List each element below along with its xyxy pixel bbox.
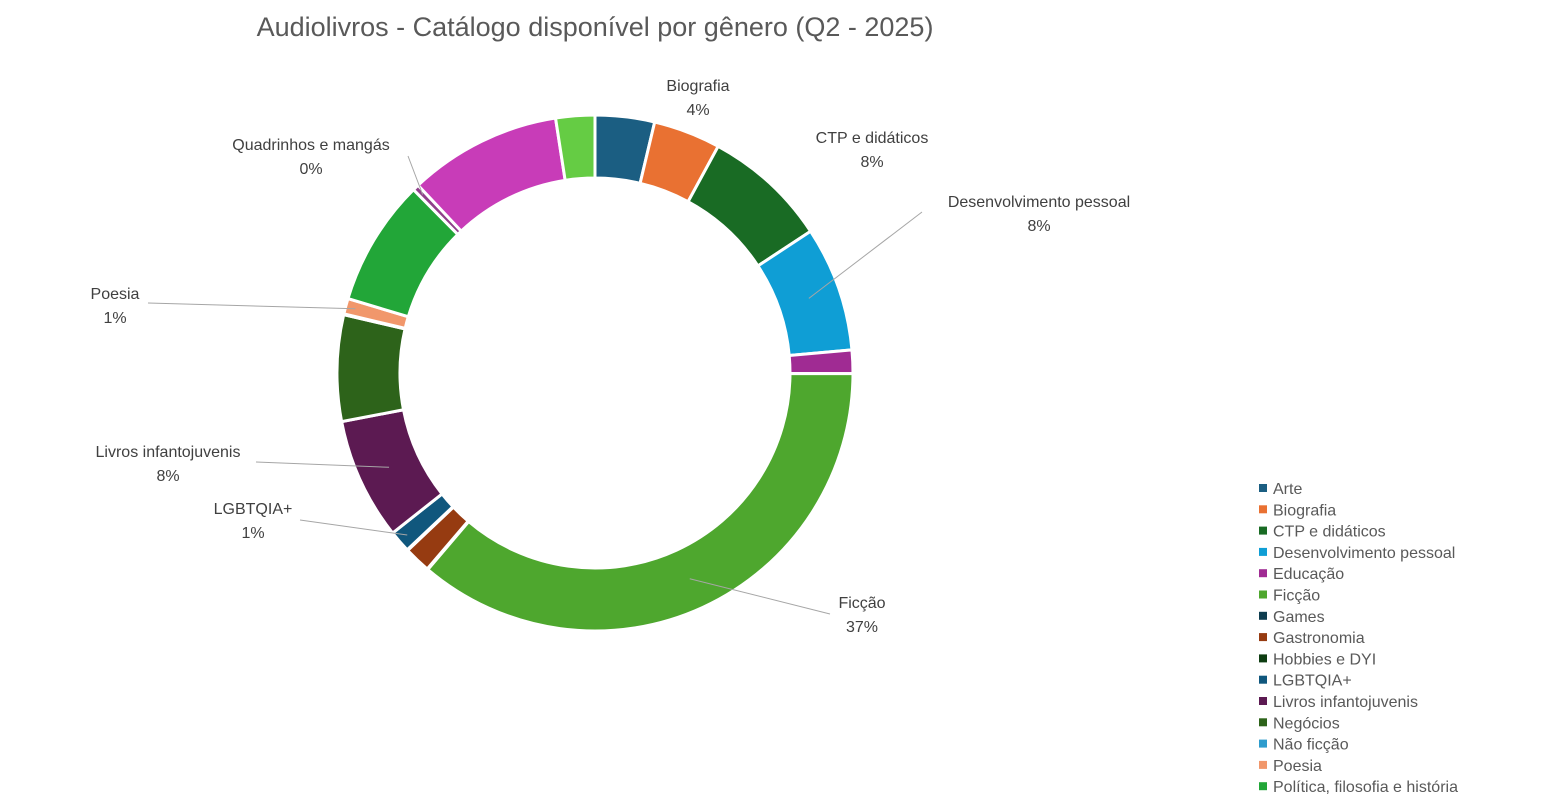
slice-ficcao (425, 371, 855, 633)
legend-label: Poesia (1273, 758, 1322, 775)
data-label-name-poesia: Poesia (91, 286, 140, 303)
legend-label: Desenvolvimento pessoal (1273, 545, 1455, 562)
legend-item-educacao: Educação (1259, 566, 1344, 583)
data-label-value-ctp-e-didaticos: 8% (860, 154, 883, 171)
legend-swatch (1259, 675, 1267, 684)
slice-educacao (787, 348, 855, 376)
legend-item-ctp-e-didaticos: CTP e didáticos (1259, 524, 1386, 541)
slice-tecnicos (553, 113, 597, 183)
leader-line-ficcao (689, 578, 831, 615)
legend-label: Games (1273, 609, 1325, 626)
legend-label: Política, filosofia e história (1273, 779, 1458, 796)
data-label-value-biografia: 4% (686, 102, 709, 119)
legend-label: Biografia (1273, 502, 1336, 519)
legend-swatch (1259, 739, 1267, 748)
legend-item-poesia: Poesia (1259, 758, 1322, 775)
data-label-name-desenvolvimento-pessoal: Desenvolvimento pessoal (948, 194, 1130, 211)
legend-label: Educação (1273, 566, 1344, 583)
legend-swatch (1259, 569, 1267, 578)
legend-label: Livros infantojuvenis (1273, 694, 1418, 711)
legend-label: Gastronomia (1273, 630, 1365, 647)
legend-item-desenvolvimento-pessoal: Desenvolvimento pessoal (1259, 545, 1455, 562)
legend-swatch (1259, 484, 1267, 492)
legend-swatch (1259, 697, 1267, 705)
leader-line-poesia (147, 302, 356, 310)
legend-swatch (1259, 590, 1267, 599)
legend-label: LGBTQIA+ (1273, 673, 1352, 690)
leader-line-lgbtqia (299, 519, 408, 536)
legend-swatch (1259, 654, 1267, 663)
legend-swatch (1259, 505, 1267, 514)
data-label-name-ficcao: Ficção (838, 595, 885, 612)
label-leader-lines (147, 155, 923, 615)
legend-item-livros-infantojuvenis: Livros infantojuvenis (1259, 694, 1418, 711)
leader-line-livros-infantojuvenis (255, 461, 390, 468)
legend-item-biografia: Biografia (1259, 502, 1336, 519)
data-label-value-quadrinhos-e-mangas: 0% (299, 161, 322, 178)
legend-label: CTP e didáticos (1273, 524, 1386, 541)
data-label-name-biografia: Biografia (666, 78, 729, 95)
legend-item-ficcao: Ficção (1259, 588, 1320, 605)
legend-swatch (1259, 526, 1267, 535)
legend-item-lgbtqia: LGBTQIA+ (1259, 673, 1352, 690)
data-label-value-lgbtqia: 1% (241, 525, 264, 542)
data-label-value-desenvolvimento-pessoal: 8% (1027, 218, 1050, 235)
legend-swatch (1259, 718, 1267, 727)
leader-line-desenvolvimento-pessoal (808, 211, 923, 299)
legend-item-nao-ficcao: Não ficção (1259, 737, 1349, 754)
legend-label: Ficção (1273, 588, 1320, 605)
legend-item-arte: Arte (1259, 481, 1302, 498)
legend-label: Arte (1273, 481, 1302, 498)
legend-label: Hobbies e DYI (1273, 651, 1376, 668)
legend-item-games: Games (1259, 609, 1325, 626)
legend-item-hobbies-e-dyi: Hobbies e DYI (1259, 651, 1376, 668)
data-label-value-poesia: 1% (103, 310, 126, 327)
data-label-value-livros-infantojuvenis: 8% (156, 468, 179, 485)
legend-swatch (1259, 760, 1267, 769)
data-label-name-quadrinhos-e-mangas: Quadrinhos e mangás (232, 137, 389, 154)
legend-swatch (1259, 633, 1267, 642)
legend-item-politica-filosofia-e-historia: Política, filosofia e história (1259, 779, 1458, 796)
slice-negocios (335, 312, 407, 424)
doughnut-slices (335, 113, 855, 633)
legend: Arte Biografia CTP e didáticos Desenvolvime… (1259, 481, 1458, 796)
legend-label: Não ficção (1273, 737, 1349, 754)
data-labels: Biografia 4% CTP e didáticos 8% Desenvolvime… (91, 78, 1131, 636)
legend-item-negocios: Negócios (1259, 715, 1340, 732)
data-label-value-ficcao: 37% (846, 619, 878, 636)
legend-label: Negócios (1273, 715, 1340, 732)
legend-swatch (1259, 782, 1267, 791)
legend-swatch (1259, 547, 1267, 556)
leader-line-quadrinhos-e-mangas (407, 155, 424, 195)
legend-swatch (1259, 611, 1267, 620)
data-label-name-livros-infantojuvenis: Livros infantojuvenis (96, 444, 241, 461)
legend-item-gastronomia: Gastronomia (1259, 630, 1365, 647)
data-label-name-lgbtqia: LGBTQIA+ (214, 501, 293, 518)
chart-title: Audiolivros - Catálogo disponível por gê… (257, 12, 934, 42)
data-label-name-ctp-e-didaticos: CTP e didáticos (816, 130, 929, 147)
